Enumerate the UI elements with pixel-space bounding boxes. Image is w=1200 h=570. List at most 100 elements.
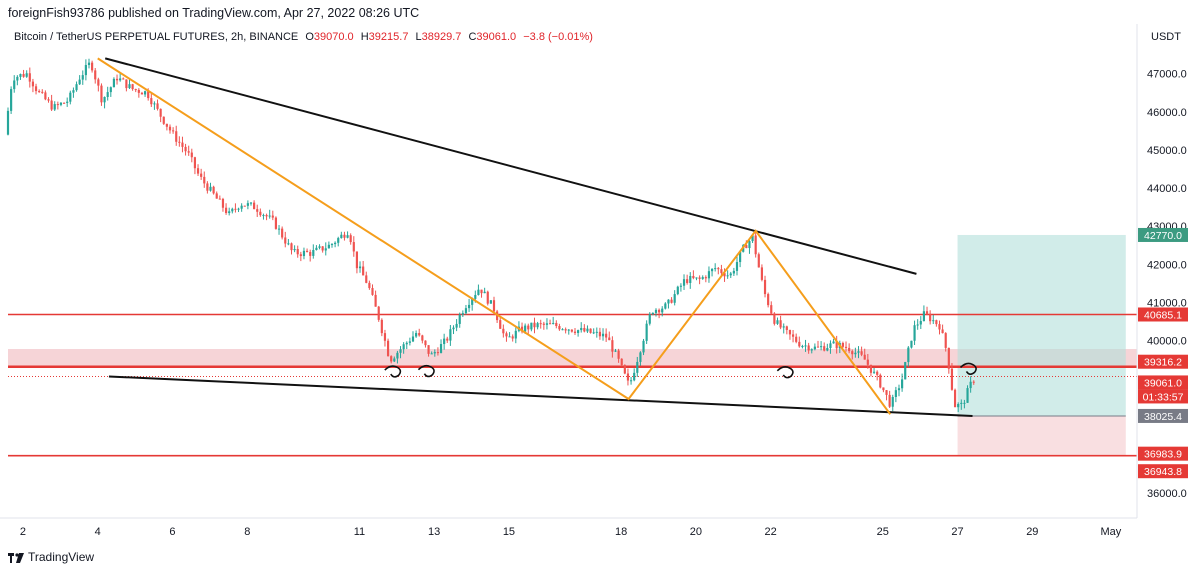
candle[interactable]	[570, 329, 573, 332]
candle[interactable]	[106, 92, 109, 97]
candle[interactable]	[430, 353, 433, 355]
candle[interactable]	[268, 215, 271, 217]
candle[interactable]	[66, 101, 69, 103]
candle[interactable]	[59, 102, 63, 105]
candle[interactable]	[820, 346, 823, 348]
candle[interactable]	[153, 103, 156, 105]
candle[interactable]	[259, 211, 262, 216]
level-tag-39316[interactable]: 39316.2	[1144, 357, 1182, 369]
candle[interactable]	[6, 110, 10, 135]
level-tag-40685[interactable]: 40685.1	[1144, 309, 1182, 321]
candle[interactable]	[851, 351, 854, 355]
candle[interactable]	[28, 73, 31, 82]
candle[interactable]	[561, 329, 564, 331]
candle[interactable]	[84, 65, 87, 76]
candle[interactable]	[44, 92, 47, 100]
candle[interactable]	[271, 215, 274, 218]
candle[interactable]	[396, 352, 399, 359]
lower-trendline[interactable]	[108, 375, 973, 417]
candle[interactable]	[788, 329, 792, 335]
candle[interactable]	[112, 78, 116, 88]
candle[interactable]	[648, 314, 651, 324]
candle[interactable]	[791, 334, 795, 337]
candle[interactable]	[645, 323, 648, 341]
candle[interactable]	[486, 291, 489, 304]
profit-zone[interactable]	[957, 234, 1126, 416]
candle[interactable]	[315, 247, 318, 250]
candle[interactable]	[246, 203, 249, 206]
candle[interactable]	[78, 79, 81, 85]
candle[interactable]	[966, 388, 969, 403]
candle[interactable]	[467, 304, 471, 309]
candle[interactable]	[296, 249, 299, 255]
candle[interactable]	[477, 289, 480, 295]
candle[interactable]	[972, 381, 975, 383]
candle[interactable]	[754, 235, 757, 255]
candle[interactable]	[340, 234, 343, 239]
candle[interactable]	[309, 251, 312, 256]
candle[interactable]	[897, 388, 901, 391]
candle[interactable]	[53, 104, 56, 110]
candle[interactable]	[140, 92, 144, 95]
candle[interactable]	[667, 299, 670, 304]
candle[interactable]	[620, 358, 623, 366]
candle[interactable]	[299, 254, 302, 257]
candle[interactable]	[193, 157, 197, 169]
candle[interactable]	[249, 202, 253, 204]
candle[interactable]	[321, 246, 324, 251]
candle[interactable]	[274, 217, 278, 229]
candle[interactable]	[115, 78, 119, 81]
candle[interactable]	[181, 142, 184, 147]
candle[interactable]	[489, 300, 492, 304]
candle[interactable]	[950, 368, 954, 390]
candle[interactable]	[399, 349, 402, 353]
current-price-tag[interactable]: 39061.0	[1144, 377, 1182, 389]
candle[interactable]	[514, 330, 517, 339]
candle[interactable]	[87, 62, 91, 66]
candle[interactable]	[56, 104, 59, 106]
candle[interactable]	[969, 381, 972, 389]
candle[interactable]	[745, 245, 748, 249]
candle[interactable]	[698, 277, 701, 279]
candle[interactable]	[879, 374, 882, 388]
candle[interactable]	[869, 364, 873, 373]
upper-trendline[interactable]	[104, 57, 917, 275]
candle[interactable]	[776, 320, 779, 324]
candle[interactable]	[953, 389, 957, 408]
candle[interactable]	[277, 228, 281, 230]
candle[interactable]	[841, 342, 845, 347]
candle[interactable]	[539, 323, 542, 325]
candle[interactable]	[13, 80, 16, 90]
candle[interactable]	[963, 402, 966, 404]
candle[interactable]	[175, 131, 178, 142]
candle[interactable]	[567, 329, 570, 331]
candle[interactable]	[184, 146, 187, 152]
candle[interactable]	[782, 326, 785, 328]
candle[interactable]	[25, 73, 28, 77]
candle[interactable]	[327, 244, 330, 249]
candle[interactable]	[520, 326, 524, 332]
candle[interactable]	[910, 340, 913, 348]
candle[interactable]	[224, 207, 228, 214]
candle[interactable]	[589, 328, 592, 333]
candle[interactable]	[530, 322, 533, 330]
candle[interactable]	[190, 152, 193, 158]
candle[interactable]	[872, 371, 876, 373]
candle[interactable]	[785, 326, 788, 330]
candle[interactable]	[598, 331, 602, 337]
candle[interactable]	[415, 333, 418, 337]
candle[interactable]	[816, 346, 820, 348]
candle[interactable]	[237, 208, 240, 210]
candle[interactable]	[362, 266, 365, 276]
candle[interactable]	[16, 76, 19, 81]
candle[interactable]	[452, 327, 455, 330]
countdown-tag[interactable]: 01:33:57	[1143, 391, 1184, 403]
candle[interactable]	[682, 279, 686, 286]
candle[interactable]	[904, 362, 907, 380]
candle[interactable]	[639, 352, 642, 362]
candle[interactable]	[483, 291, 486, 294]
candle[interactable]	[162, 116, 165, 124]
candle[interactable]	[552, 322, 555, 324]
candle[interactable]	[707, 271, 711, 279]
candle[interactable]	[773, 313, 776, 324]
